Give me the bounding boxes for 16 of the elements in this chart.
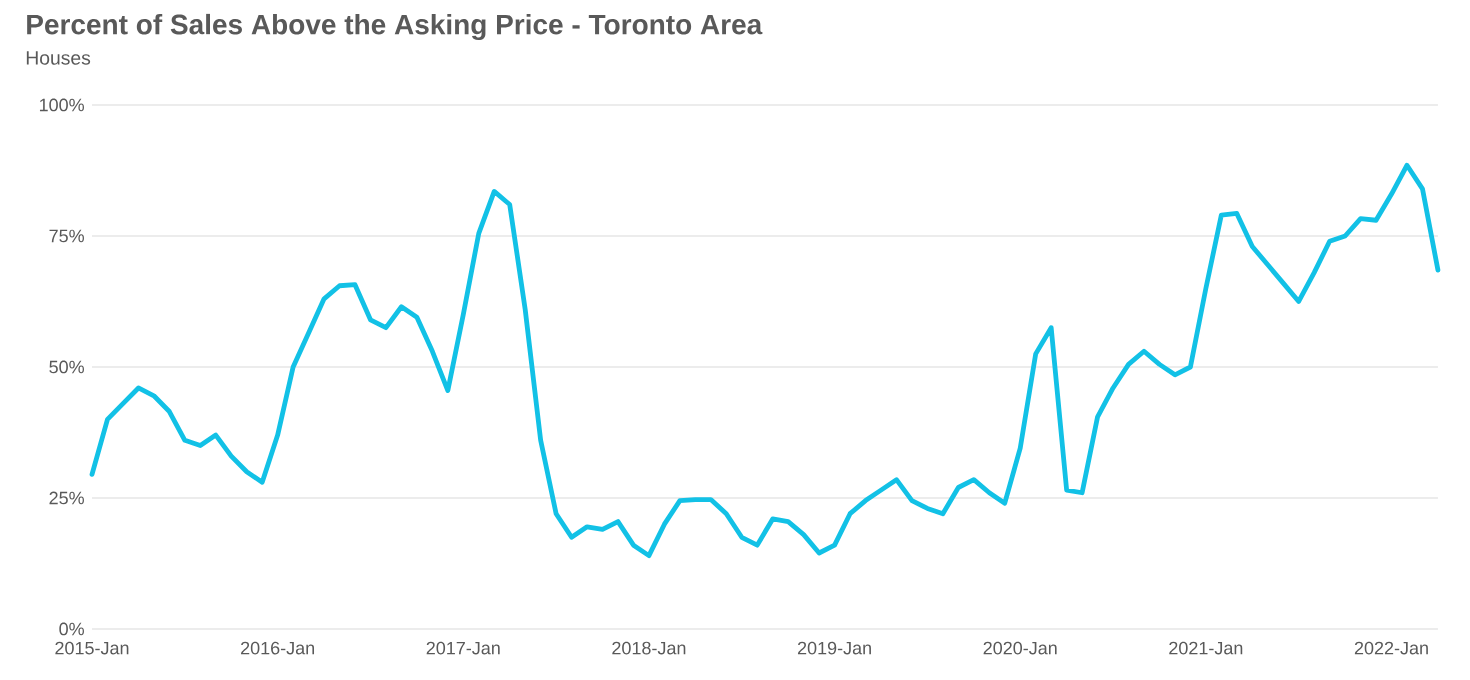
x-tick-label: 2022-Jan [1354,641,1428,655]
y-tick-label: 25% [49,491,84,505]
y-tick-label: 75% [49,229,84,243]
x-tick-label: 2017-Jan [426,641,500,655]
x-tick-label: 2020-Jan [983,641,1057,655]
chart-title: Percent of Sales Above the Asking Price - Toronto Area [27,13,763,41]
x-tick-label: 2021-Jan [1169,641,1243,655]
x-tick-label: 2018-Jan [612,641,686,655]
y-tick-label: 50% [49,360,84,374]
x-tick-label: 2016-Jan [241,641,314,655]
y-tick-label: 0% [59,622,84,636]
chart-subtitle: Houses [26,51,91,65]
y-tick-label: 100% [39,98,84,112]
line-series [89,162,1441,559]
x-tick-label: 2019-Jan [797,641,871,655]
x-tick-label: 2015-Jan [55,641,129,655]
